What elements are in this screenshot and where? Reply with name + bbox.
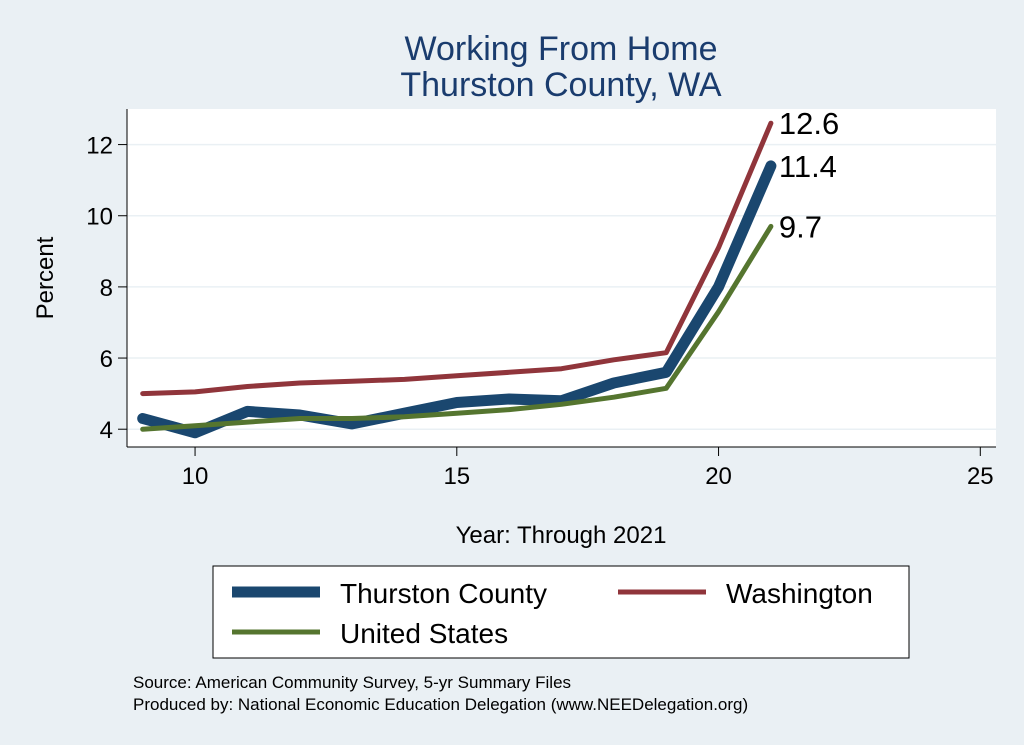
end-label-thurston-county: 11.4	[779, 149, 837, 184]
chart-title: Working From Home	[405, 30, 718, 68]
x-tick-label: 15	[443, 463, 470, 490]
legend-box	[212, 565, 910, 659]
y-tick-label: 6	[100, 346, 113, 373]
x-tick-label: 10	[182, 463, 209, 490]
y-axis-title: Percent	[32, 236, 59, 319]
end-labels: 11.4 12.6 9.7	[779, 106, 839, 244]
series-lines	[137, 120, 777, 439]
x-tick-label: 25	[967, 463, 994, 490]
series-line-thurston-county	[137, 160, 777, 439]
y-tick-label: 12	[86, 133, 113, 160]
legend-label-united-states: United States	[340, 618, 508, 649]
grid-lines	[127, 143, 996, 430]
series-line-washington	[140, 120, 774, 397]
x-axis-ticks: 10 15 20 25	[182, 447, 994, 490]
x-tick-label: 20	[705, 463, 732, 490]
plot-area	[127, 109, 996, 447]
legend-label-washington: Washington	[726, 578, 873, 609]
series-line-united-states	[140, 223, 774, 432]
y-tick-label: 10	[86, 204, 113, 231]
legend: Thurston County Washington United States	[232, 578, 873, 649]
legend-label-thurston-county: Thurston County	[340, 578, 547, 609]
end-label-united-states: 9.7	[779, 209, 822, 244]
y-tick-label: 4	[100, 417, 113, 444]
x-axis-title: Year: Through 2021	[456, 522, 667, 549]
source-note: Source: American Community Survey, 5-yr …	[133, 673, 571, 692]
chart-subtitle: Thurston County, WA	[400, 66, 722, 104]
y-axis-ticks: 4 6 8 10 12	[86, 133, 127, 444]
producer-note: Produced by: National Economic Education…	[133, 695, 748, 714]
y-tick-label: 8	[100, 275, 113, 302]
end-label-washington: 12.6	[779, 106, 839, 141]
